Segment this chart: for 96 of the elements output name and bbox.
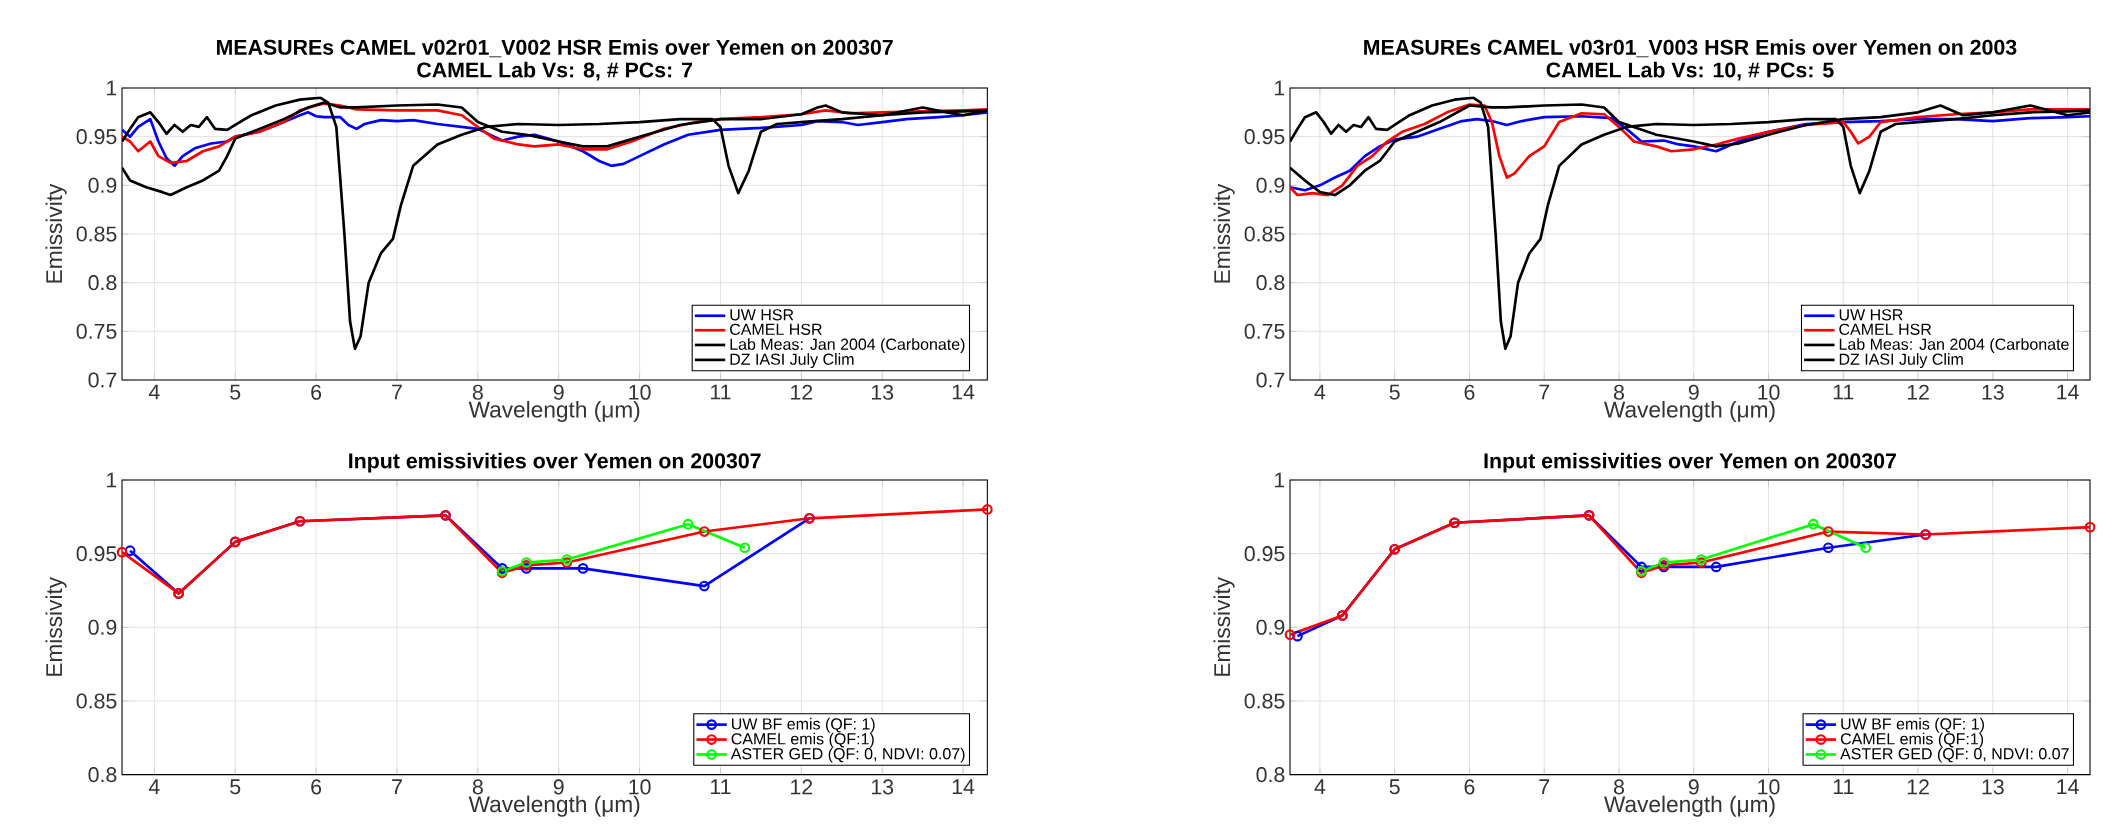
- x-tick-label: 13: [871, 779, 894, 795]
- y-tick-label: 0.95: [1244, 546, 1285, 562]
- y-tick-label: 0.8: [88, 275, 117, 291]
- x-tick-label: 4: [1314, 384, 1326, 400]
- legend-label: CAMEL emis (QF:1): [1840, 732, 1984, 748]
- x-tick-label: 13: [871, 384, 894, 400]
- x-tick-label: 11: [1833, 384, 1854, 400]
- x-tick-label: 6: [1464, 779, 1475, 795]
- y-tick-label: 0.8: [1256, 767, 1285, 783]
- x-tick-label: 13: [1982, 779, 2004, 795]
- y-tick-label: 0.9: [1256, 619, 1285, 635]
- x-tick-label: 4: [148, 779, 160, 795]
- y-tick-label: 0.8: [1256, 275, 1285, 291]
- x-tick-label: 10: [1758, 779, 1780, 795]
- x-tick-label: 11: [1833, 779, 1854, 795]
- y-tick-label: 0.85: [76, 693, 117, 709]
- y-axis-title: Emissivity: [1213, 183, 1235, 283]
- y-tick-label: 0.9: [88, 619, 117, 635]
- y-tick-label: 0.95: [76, 546, 117, 562]
- legend-label: UW BF emis (QF: 1): [732, 717, 875, 733]
- x-tick-label: 14: [2057, 384, 2079, 400]
- x-tick-label: 8: [1613, 384, 1624, 400]
- y-tick-label: 0.95: [76, 129, 117, 145]
- x-tick-label: 12: [1907, 779, 1929, 795]
- legend-label: UW BF emis (QF: 1): [1841, 717, 1984, 733]
- x-tick-label: 11: [711, 384, 731, 400]
- y-tick-label: 1: [1275, 472, 1285, 488]
- x-tick-label: 12: [791, 779, 813, 795]
- legend-label: ASTER GED (QF: 0, NDVI: 0.07: [1840, 747, 2069, 763]
- y-tick-label: 0.85: [1244, 693, 1285, 709]
- y-tick-label: 0.9: [1256, 177, 1285, 193]
- x-tick-label: 5: [230, 384, 241, 400]
- x-tick-label: 7: [1539, 779, 1550, 795]
- x-tick-label: 4: [1314, 779, 1326, 795]
- chart-title: MEASUREs CAMEL v03r01_V003 HSR Emis over Yemen on 2003: [1364, 39, 2017, 58]
- x-tick-label: 13: [1982, 384, 2004, 400]
- chart-title: Input emissivities over Yemen on 200307: [349, 452, 761, 473]
- chart-title: MEASUREs CAMEL v02r01_V002 HSR Emis over Yemen on 200307: [216, 39, 893, 58]
- x-tick-label: 12: [791, 384, 813, 400]
- x-tick-label: 10: [629, 384, 651, 400]
- x-tick-label: 10: [1758, 384, 1780, 400]
- chart-subtitle: CAMEL Lab Vs: 10, # PCs: 5: [1546, 61, 1834, 81]
- legend-label: DZ IASI July Clim: [1839, 353, 1963, 369]
- x-tick-label: 5: [1389, 779, 1400, 795]
- y-axis-title: Emissivity: [45, 183, 67, 283]
- y-tick-label: 0.85: [76, 226, 117, 242]
- x-tick-label: 14: [952, 779, 975, 795]
- legend-label: UW HSR: [730, 309, 794, 321]
- legend-label: UW HSR: [1839, 309, 1903, 321]
- x-tick-label: 14: [2057, 779, 2079, 795]
- x-axis-title: Wavelength (μm): [468, 795, 640, 817]
- x-tick-label: 9: [1688, 384, 1699, 400]
- x-tick-label: 8: [472, 384, 483, 400]
- y-tick-label: 0.7: [1256, 372, 1285, 388]
- x-tick-label: 9: [1688, 779, 1699, 795]
- x-tick-label: 10: [629, 779, 651, 795]
- x-tick-label: 5: [1389, 384, 1400, 400]
- x-tick-label: 12: [1907, 384, 1929, 400]
- legend-label: CAMEL HSR: [1839, 323, 1932, 335]
- legend-label: Lab Meas: Jan 2004 (Carbonate: [1839, 338, 2069, 354]
- x-tick-label: 5: [230, 779, 241, 795]
- chart-subtitle: CAMEL Lab Vs: 8, # PCs: 7: [417, 61, 693, 81]
- x-tick-label: 9: [553, 779, 564, 795]
- y-tick-label: 0.85: [1244, 226, 1285, 242]
- chart-title: Input emissivities over Yemen on 200307: [1484, 452, 1896, 473]
- x-tick-label: 8: [1613, 779, 1624, 795]
- x-tick-label: 14: [952, 384, 975, 400]
- y-tick-label: 1: [107, 80, 117, 96]
- x-axis-title: Wavelength (μm): [1604, 795, 1775, 817]
- x-axis-title: Wavelength (μm): [1604, 400, 1775, 423]
- x-tick-label: 9: [553, 384, 564, 400]
- legend-label: CAMEL HSR: [730, 323, 822, 335]
- y-tick-label: 0.75: [1244, 323, 1285, 339]
- y-tick-label: 1: [1275, 80, 1285, 96]
- y-tick-label: 0.95: [1244, 129, 1285, 145]
- x-tick-label: 4: [148, 384, 160, 400]
- x-tick-label: 6: [311, 384, 322, 400]
- legend-label: CAMEL emis (QF:1): [731, 732, 874, 748]
- x-tick-label: 8: [472, 779, 483, 795]
- y-tick-label: 0.7: [88, 372, 117, 388]
- legend-label: Lab Meas: Jan 2004 (Carbonate): [730, 338, 965, 354]
- x-tick-label: 11: [711, 779, 731, 795]
- x-tick-label: 6: [1464, 384, 1475, 400]
- y-tick-label: 0.75: [76, 323, 117, 339]
- y-tick-label: 0.8: [88, 767, 117, 783]
- y-axis-title: Emissivity: [45, 577, 67, 676]
- x-tick-label: 7: [1539, 384, 1550, 400]
- x-axis-title: Wavelength (μm): [468, 400, 640, 423]
- y-axis-title: Emissivity: [1213, 577, 1235, 676]
- legend-label: ASTER GED (QF: 0, NDVI: 0.07): [730, 747, 965, 763]
- y-tick-label: 0.9: [88, 177, 117, 193]
- x-tick-label: 6: [311, 779, 322, 795]
- y-tick-label: 1: [107, 472, 117, 488]
- x-tick-label: 7: [392, 384, 402, 400]
- x-tick-label: 7: [392, 779, 402, 795]
- legend-label: DZ IASI July Clim: [730, 353, 854, 369]
